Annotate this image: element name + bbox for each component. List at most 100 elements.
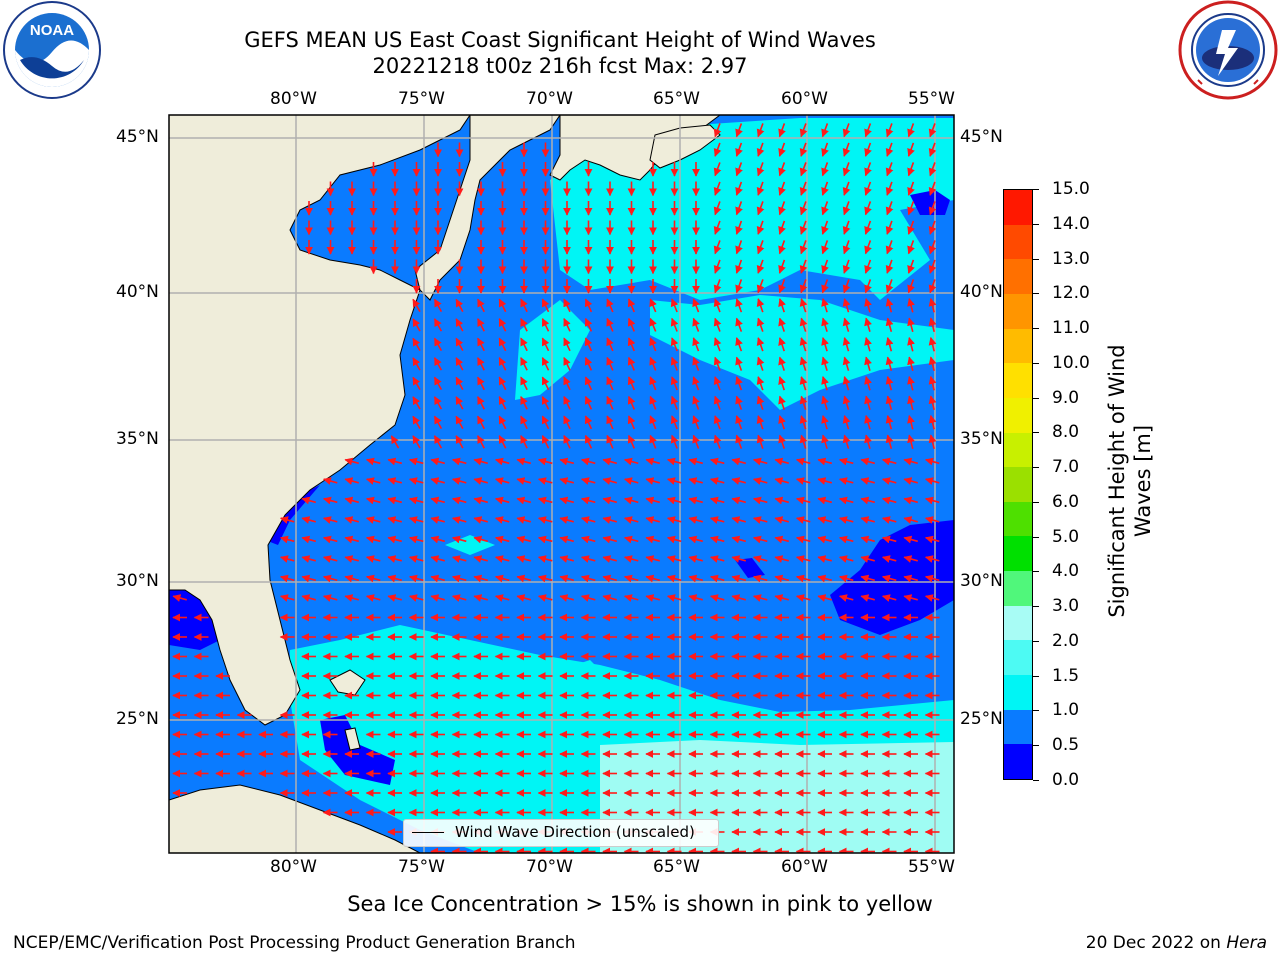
wave-direction-arrow bbox=[864, 162, 872, 177]
wave-direction-arrow bbox=[645, 516, 660, 524]
colorbar-tick-mark bbox=[1033, 536, 1039, 538]
wave-direction-arrow bbox=[498, 357, 507, 371]
wave-direction-arrow bbox=[433, 318, 443, 332]
wave-direction-arrow bbox=[666, 496, 682, 505]
wave-direction-arrow bbox=[903, 535, 918, 544]
wave-direction-arrow bbox=[520, 337, 528, 352]
wave-direction-arrow bbox=[864, 181, 872, 196]
wave-direction-arrow bbox=[885, 220, 894, 235]
wave-direction-arrow bbox=[864, 220, 872, 235]
wave-direction-arrow bbox=[606, 317, 614, 332]
wave-direction-arrow bbox=[537, 457, 553, 466]
wave-direction-arrow bbox=[756, 240, 765, 255]
wave-direction-arrow bbox=[477, 357, 485, 371]
colorbar-tick-mark bbox=[1033, 189, 1039, 190]
wave-direction-arrow bbox=[301, 555, 316, 563]
wave-direction-arrow bbox=[649, 317, 657, 332]
wave-direction-arrow bbox=[864, 337, 872, 352]
wave-direction-arrow bbox=[584, 376, 593, 391]
wave-direction-arrow bbox=[907, 395, 915, 410]
wave-direction-arrow bbox=[928, 240, 937, 255]
wave-direction-arrow bbox=[365, 535, 381, 544]
wave-direction-arrow bbox=[799, 142, 808, 157]
wave-direction-arrow bbox=[606, 298, 614, 313]
wave-direction-arrow bbox=[645, 535, 660, 544]
colorbar-segment bbox=[1004, 293, 1032, 330]
colorbar-tick-label: 7.0 bbox=[1052, 457, 1080, 478]
wave-direction-arrow bbox=[756, 298, 765, 313]
wave-direction-arrow bbox=[473, 574, 488, 583]
wave-direction-arrow bbox=[623, 594, 639, 602]
wave-direction-arrow bbox=[885, 142, 894, 157]
wave-direction-arrow bbox=[365, 457, 381, 466]
wave-direction-arrow bbox=[537, 555, 553, 563]
wave-direction-arrow bbox=[494, 555, 510, 563]
sea-ice-note: Sea Ice Concentration > 15% is shown in … bbox=[347, 892, 933, 916]
wave-direction-arrow bbox=[885, 434, 894, 449]
wave-direction-arrow bbox=[731, 574, 746, 583]
wave-direction-arrow bbox=[602, 457, 617, 466]
wave-direction-arrow bbox=[580, 535, 596, 544]
wave-direction-arrow bbox=[864, 434, 872, 449]
wave-direction-arrow bbox=[301, 516, 316, 524]
wave-direction-arrow bbox=[860, 535, 875, 544]
wave-direction-arrow bbox=[731, 496, 746, 505]
colorbar-tick-mark bbox=[1033, 710, 1039, 712]
wave-direction-arrow bbox=[752, 496, 768, 505]
wave-direction-arrow bbox=[692, 356, 700, 371]
colorbar-segment bbox=[1004, 467, 1032, 503]
nws-logo bbox=[1178, 0, 1280, 100]
wave-direction-arrow bbox=[537, 535, 553, 544]
wave-direction-arrow bbox=[498, 396, 507, 410]
wave-direction-arrow bbox=[584, 434, 593, 449]
wave-direction-arrow bbox=[559, 457, 574, 466]
wave-direction-arrow bbox=[541, 356, 550, 371]
wave-direction-arrow bbox=[799, 201, 808, 216]
wave-direction-arrow bbox=[390, 435, 400, 449]
wave-direction-arrow bbox=[881, 516, 897, 524]
wave-direction-arrow bbox=[756, 376, 765, 391]
colorbar-tick-label: 0.5 bbox=[1052, 735, 1080, 756]
land-northeast bbox=[414, 115, 561, 301]
wave-direction-arrow bbox=[924, 516, 940, 524]
colorbar-tick-label: 2.0 bbox=[1052, 630, 1080, 651]
wave-direction-arrow bbox=[842, 162, 851, 177]
wave-direction-arrow bbox=[821, 123, 829, 138]
colorbar-tick-mark bbox=[1033, 745, 1039, 747]
wave-direction-arrow bbox=[412, 337, 421, 351]
wave-direction-arrow bbox=[907, 336, 915, 352]
wave-direction-arrow bbox=[412, 396, 421, 410]
wave-direction-arrow bbox=[455, 376, 464, 391]
wave-direction-arrow bbox=[692, 395, 700, 410]
wave-direction-arrow bbox=[344, 535, 359, 544]
wave-direction-arrow bbox=[842, 181, 851, 196]
wave-direction-arrow bbox=[455, 435, 464, 449]
lat-label-left-45n: 45°N bbox=[116, 127, 159, 147]
wave-direction-arrow bbox=[838, 555, 854, 563]
wave-direction-arrow bbox=[516, 574, 531, 583]
wave-direction-arrow bbox=[563, 395, 571, 410]
wave-direction-arrow bbox=[907, 259, 915, 274]
wave-direction-arrow bbox=[735, 279, 743, 294]
wave-direction-arrow bbox=[623, 516, 639, 524]
wave-direction-arrow bbox=[817, 477, 832, 485]
wave-direction-arrow bbox=[864, 395, 872, 410]
wave-direction-arrow bbox=[580, 477, 596, 485]
wave-direction-arrow bbox=[885, 240, 894, 255]
wave-direction-arrow bbox=[756, 142, 765, 157]
wave-direction-arrow bbox=[907, 356, 915, 371]
colorbar-label-line2: Waves [m] bbox=[1131, 424, 1155, 538]
wave-direction-arrow bbox=[821, 240, 829, 255]
wave-direction-arrow bbox=[731, 555, 746, 563]
wave-direction-arrow bbox=[670, 415, 679, 430]
wave-direction-arrow bbox=[842, 201, 851, 216]
wave-direction-arrow bbox=[666, 535, 682, 544]
wave-direction-arrow bbox=[559, 555, 574, 563]
wave-direction-arrow bbox=[537, 516, 553, 524]
colorbar-segment bbox=[1004, 675, 1032, 711]
wave-direction-arrow bbox=[817, 457, 832, 466]
wave-direction-arrow bbox=[838, 477, 854, 485]
wave-direction-arrow bbox=[860, 516, 875, 524]
wave-direction-arrow bbox=[795, 594, 811, 602]
wave-direction-arrow bbox=[602, 594, 617, 602]
